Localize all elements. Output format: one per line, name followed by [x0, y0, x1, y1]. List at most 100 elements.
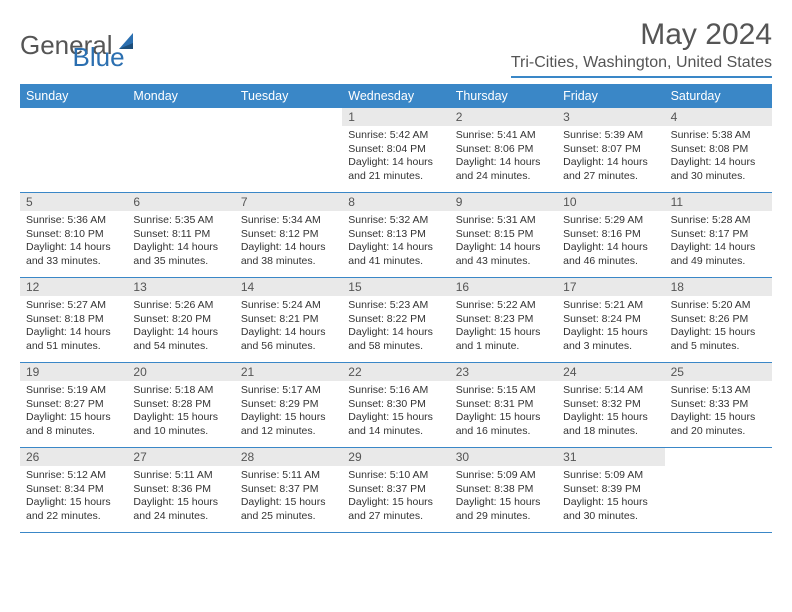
day-cell: 1Sunrise: 5:42 AMSunset: 8:04 PMDaylight…	[342, 108, 449, 192]
daylight-text-2: and 41 minutes.	[348, 255, 443, 269]
daylight-text-2: and 22 minutes.	[26, 510, 121, 524]
day-cell: 19Sunrise: 5:19 AMSunset: 8:27 PMDayligh…	[20, 363, 127, 447]
daylight-text-1: Daylight: 14 hours	[133, 241, 228, 255]
day-cell	[127, 108, 234, 192]
sunset-text: Sunset: 8:07 PM	[563, 143, 658, 157]
sunrise-text: Sunrise: 5:36 AM	[26, 214, 121, 228]
day-details: Sunrise: 5:16 AMSunset: 8:30 PMDaylight:…	[342, 381, 449, 443]
sunrise-text: Sunrise: 5:27 AM	[26, 299, 121, 313]
day-cell: 24Sunrise: 5:14 AMSunset: 8:32 PMDayligh…	[557, 363, 664, 447]
day-details: Sunrise: 5:27 AMSunset: 8:18 PMDaylight:…	[20, 296, 127, 358]
daylight-text-2: and 46 minutes.	[563, 255, 658, 269]
daylight-text-2: and 21 minutes.	[348, 170, 443, 184]
daylight-text-1: Daylight: 15 hours	[348, 496, 443, 510]
day-details: Sunrise: 5:39 AMSunset: 8:07 PMDaylight:…	[557, 126, 664, 188]
day-number: 3	[557, 108, 664, 126]
day-header: Saturday	[665, 84, 772, 108]
daylight-text-2: and 51 minutes.	[26, 340, 121, 354]
sunrise-text: Sunrise: 5:18 AM	[133, 384, 228, 398]
day-cell: 2Sunrise: 5:41 AMSunset: 8:06 PMDaylight…	[450, 108, 557, 192]
week-row: 12Sunrise: 5:27 AMSunset: 8:18 PMDayligh…	[20, 278, 772, 363]
logo: General Blue	[20, 18, 125, 73]
sunrise-text: Sunrise: 5:21 AM	[563, 299, 658, 313]
day-number: 1	[342, 108, 449, 126]
day-details: Sunrise: 5:34 AMSunset: 8:12 PMDaylight:…	[235, 211, 342, 273]
sunrise-text: Sunrise: 5:28 AM	[671, 214, 766, 228]
day-number: 19	[20, 363, 127, 381]
day-cell: 17Sunrise: 5:21 AMSunset: 8:24 PMDayligh…	[557, 278, 664, 362]
daylight-text-2: and 38 minutes.	[241, 255, 336, 269]
week-row: 19Sunrise: 5:19 AMSunset: 8:27 PMDayligh…	[20, 363, 772, 448]
day-details: Sunrise: 5:14 AMSunset: 8:32 PMDaylight:…	[557, 381, 664, 443]
daylight-text-2: and 54 minutes.	[133, 340, 228, 354]
sunset-text: Sunset: 8:04 PM	[348, 143, 443, 157]
sunrise-text: Sunrise: 5:38 AM	[671, 129, 766, 143]
day-number: 21	[235, 363, 342, 381]
daylight-text-2: and 56 minutes.	[241, 340, 336, 354]
daylight-text-2: and 18 minutes.	[563, 425, 658, 439]
day-number: 9	[450, 193, 557, 211]
day-details: Sunrise: 5:09 AMSunset: 8:39 PMDaylight:…	[557, 466, 664, 528]
day-cell: 9Sunrise: 5:31 AMSunset: 8:15 PMDaylight…	[450, 193, 557, 277]
day-number: 7	[235, 193, 342, 211]
daylight-text-1: Daylight: 14 hours	[133, 326, 228, 340]
daylight-text-2: and 29 minutes.	[456, 510, 551, 524]
sunset-text: Sunset: 8:13 PM	[348, 228, 443, 242]
day-cell: 4Sunrise: 5:38 AMSunset: 8:08 PMDaylight…	[665, 108, 772, 192]
sunrise-text: Sunrise: 5:16 AM	[348, 384, 443, 398]
daylight-text-1: Daylight: 15 hours	[456, 326, 551, 340]
sunrise-text: Sunrise: 5:09 AM	[563, 469, 658, 483]
sunrise-text: Sunrise: 5:14 AM	[563, 384, 658, 398]
title-block: May 2024 Tri-Cities, Washington, United …	[511, 18, 772, 78]
sunset-text: Sunset: 8:38 PM	[456, 483, 551, 497]
day-number: 10	[557, 193, 664, 211]
day-details: Sunrise: 5:41 AMSunset: 8:06 PMDaylight:…	[450, 126, 557, 188]
sunrise-text: Sunrise: 5:42 AM	[348, 129, 443, 143]
daylight-text-1: Daylight: 15 hours	[26, 496, 121, 510]
sunset-text: Sunset: 8:08 PM	[671, 143, 766, 157]
sunset-text: Sunset: 8:12 PM	[241, 228, 336, 242]
day-details: Sunrise: 5:42 AMSunset: 8:04 PMDaylight:…	[342, 126, 449, 188]
sunset-text: Sunset: 8:37 PM	[241, 483, 336, 497]
day-cell: 21Sunrise: 5:17 AMSunset: 8:29 PMDayligh…	[235, 363, 342, 447]
day-details: Sunrise: 5:24 AMSunset: 8:21 PMDaylight:…	[235, 296, 342, 358]
day-header: Thursday	[450, 84, 557, 108]
day-cell: 27Sunrise: 5:11 AMSunset: 8:36 PMDayligh…	[127, 448, 234, 532]
day-header: Tuesday	[235, 84, 342, 108]
day-cell: 22Sunrise: 5:16 AMSunset: 8:30 PMDayligh…	[342, 363, 449, 447]
daylight-text-1: Daylight: 14 hours	[26, 326, 121, 340]
daylight-text-2: and 43 minutes.	[456, 255, 551, 269]
day-number: 13	[127, 278, 234, 296]
daylight-text-1: Daylight: 14 hours	[671, 241, 766, 255]
sunrise-text: Sunrise: 5:10 AM	[348, 469, 443, 483]
day-number: 25	[665, 363, 772, 381]
daylight-text-2: and 30 minutes.	[671, 170, 766, 184]
daylight-text-2: and 14 minutes.	[348, 425, 443, 439]
sunset-text: Sunset: 8:23 PM	[456, 313, 551, 327]
logo-text-blue: Blue	[73, 42, 125, 73]
day-cell: 8Sunrise: 5:32 AMSunset: 8:13 PMDaylight…	[342, 193, 449, 277]
day-number: 14	[235, 278, 342, 296]
daylight-text-1: Daylight: 14 hours	[348, 156, 443, 170]
daylight-text-1: Daylight: 15 hours	[671, 326, 766, 340]
day-cell: 16Sunrise: 5:22 AMSunset: 8:23 PMDayligh…	[450, 278, 557, 362]
daylight-text-1: Daylight: 14 hours	[671, 156, 766, 170]
sunrise-text: Sunrise: 5:29 AM	[563, 214, 658, 228]
sunset-text: Sunset: 8:20 PM	[133, 313, 228, 327]
sunrise-text: Sunrise: 5:35 AM	[133, 214, 228, 228]
sunset-text: Sunset: 8:32 PM	[563, 398, 658, 412]
sunrise-text: Sunrise: 5:32 AM	[348, 214, 443, 228]
day-cell: 18Sunrise: 5:20 AMSunset: 8:26 PMDayligh…	[665, 278, 772, 362]
day-number: 5	[20, 193, 127, 211]
sunset-text: Sunset: 8:39 PM	[563, 483, 658, 497]
day-header: Friday	[557, 84, 664, 108]
sunrise-text: Sunrise: 5:12 AM	[26, 469, 121, 483]
daylight-text-1: Daylight: 15 hours	[241, 411, 336, 425]
day-number: 20	[127, 363, 234, 381]
day-details: Sunrise: 5:13 AMSunset: 8:33 PMDaylight:…	[665, 381, 772, 443]
sunrise-text: Sunrise: 5:24 AM	[241, 299, 336, 313]
daylight-text-2: and 30 minutes.	[563, 510, 658, 524]
daylight-text-1: Daylight: 14 hours	[241, 241, 336, 255]
sunrise-text: Sunrise: 5:31 AM	[456, 214, 551, 228]
daylight-text-2: and 20 minutes.	[671, 425, 766, 439]
